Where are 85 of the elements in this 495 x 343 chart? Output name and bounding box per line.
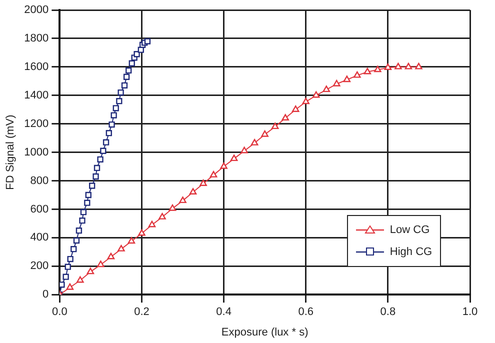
point bbox=[85, 192, 92, 198]
x-tick-label: 0.0 bbox=[52, 306, 68, 318]
point bbox=[404, 62, 412, 70]
point bbox=[179, 196, 186, 204]
x-tick-label: 0.4 bbox=[216, 306, 232, 318]
point bbox=[343, 76, 351, 82]
y-tick-label: 1000 bbox=[24, 146, 49, 158]
point bbox=[110, 112, 117, 118]
point bbox=[394, 62, 402, 70]
y-tick-label: 1200 bbox=[24, 118, 49, 130]
point bbox=[148, 220, 156, 228]
point bbox=[97, 156, 104, 162]
y-tick-label: 800 bbox=[30, 174, 49, 187]
point bbox=[73, 237, 80, 244]
point bbox=[70, 246, 77, 252]
point bbox=[102, 139, 110, 146]
point bbox=[121, 82, 128, 88]
point bbox=[128, 237, 136, 244]
legend-label: High CG bbox=[390, 246, 432, 258]
point bbox=[92, 173, 99, 180]
point bbox=[106, 130, 112, 136]
point bbox=[66, 283, 74, 290]
x-axis-title: Exposure (lux * s) bbox=[221, 326, 308, 338]
point bbox=[134, 51, 140, 58]
point bbox=[271, 122, 279, 130]
point bbox=[374, 66, 382, 72]
point bbox=[84, 200, 90, 206]
point bbox=[86, 268, 94, 274]
point bbox=[67, 256, 74, 262]
point bbox=[189, 188, 197, 194]
y-tick-label: 200 bbox=[30, 260, 49, 272]
point bbox=[250, 138, 258, 146]
y-tick-label: 1400 bbox=[24, 89, 49, 102]
point bbox=[138, 229, 146, 236]
point bbox=[123, 74, 130, 80]
legend-label: Low CG bbox=[390, 224, 430, 236]
x-tick-label: 0.2 bbox=[134, 306, 150, 318]
point bbox=[80, 208, 87, 216]
point bbox=[107, 252, 115, 260]
x-tick-label: 0.6 bbox=[298, 306, 314, 318]
point bbox=[112, 105, 119, 112]
y-tick-label: 2000 bbox=[24, 4, 49, 16]
point bbox=[322, 86, 330, 92]
point bbox=[302, 98, 310, 104]
point bbox=[354, 71, 361, 78]
y-tick-label: 400 bbox=[30, 232, 49, 244]
point bbox=[282, 114, 289, 120]
x-tick-label: 0.8 bbox=[380, 306, 396, 318]
point bbox=[261, 130, 268, 137]
point bbox=[76, 276, 84, 283]
point bbox=[116, 98, 122, 104]
point bbox=[79, 218, 86, 224]
point bbox=[364, 68, 372, 74]
y-axis-title: FD Signal (mV) bbox=[4, 114, 17, 190]
point bbox=[126, 67, 132, 74]
point bbox=[97, 260, 104, 268]
point bbox=[312, 91, 320, 98]
y-tick-label: 1600 bbox=[24, 60, 49, 73]
point bbox=[118, 244, 125, 252]
point bbox=[100, 148, 106, 154]
point bbox=[94, 164, 100, 172]
point bbox=[333, 80, 340, 86]
point bbox=[128, 60, 135, 66]
x-tick-label: 1.0 bbox=[462, 306, 478, 318]
point bbox=[220, 162, 228, 169]
point bbox=[89, 182, 96, 189]
point bbox=[60, 282, 65, 288]
point bbox=[240, 146, 248, 154]
point bbox=[76, 227, 82, 234]
point bbox=[158, 212, 166, 220]
point bbox=[118, 89, 124, 96]
y-tick-label: 600 bbox=[30, 203, 49, 216]
point bbox=[144, 38, 151, 44]
y-tick-label: 0 bbox=[42, 288, 49, 301]
point bbox=[108, 121, 115, 128]
point bbox=[168, 204, 176, 211]
point bbox=[384, 64, 392, 70]
point bbox=[415, 62, 422, 70]
point bbox=[210, 170, 218, 178]
y-tick-label: 1800 bbox=[24, 32, 49, 44]
point bbox=[230, 154, 238, 162]
point bbox=[292, 106, 300, 112]
point bbox=[200, 180, 207, 186]
point bbox=[62, 274, 69, 280]
point bbox=[64, 264, 71, 270]
